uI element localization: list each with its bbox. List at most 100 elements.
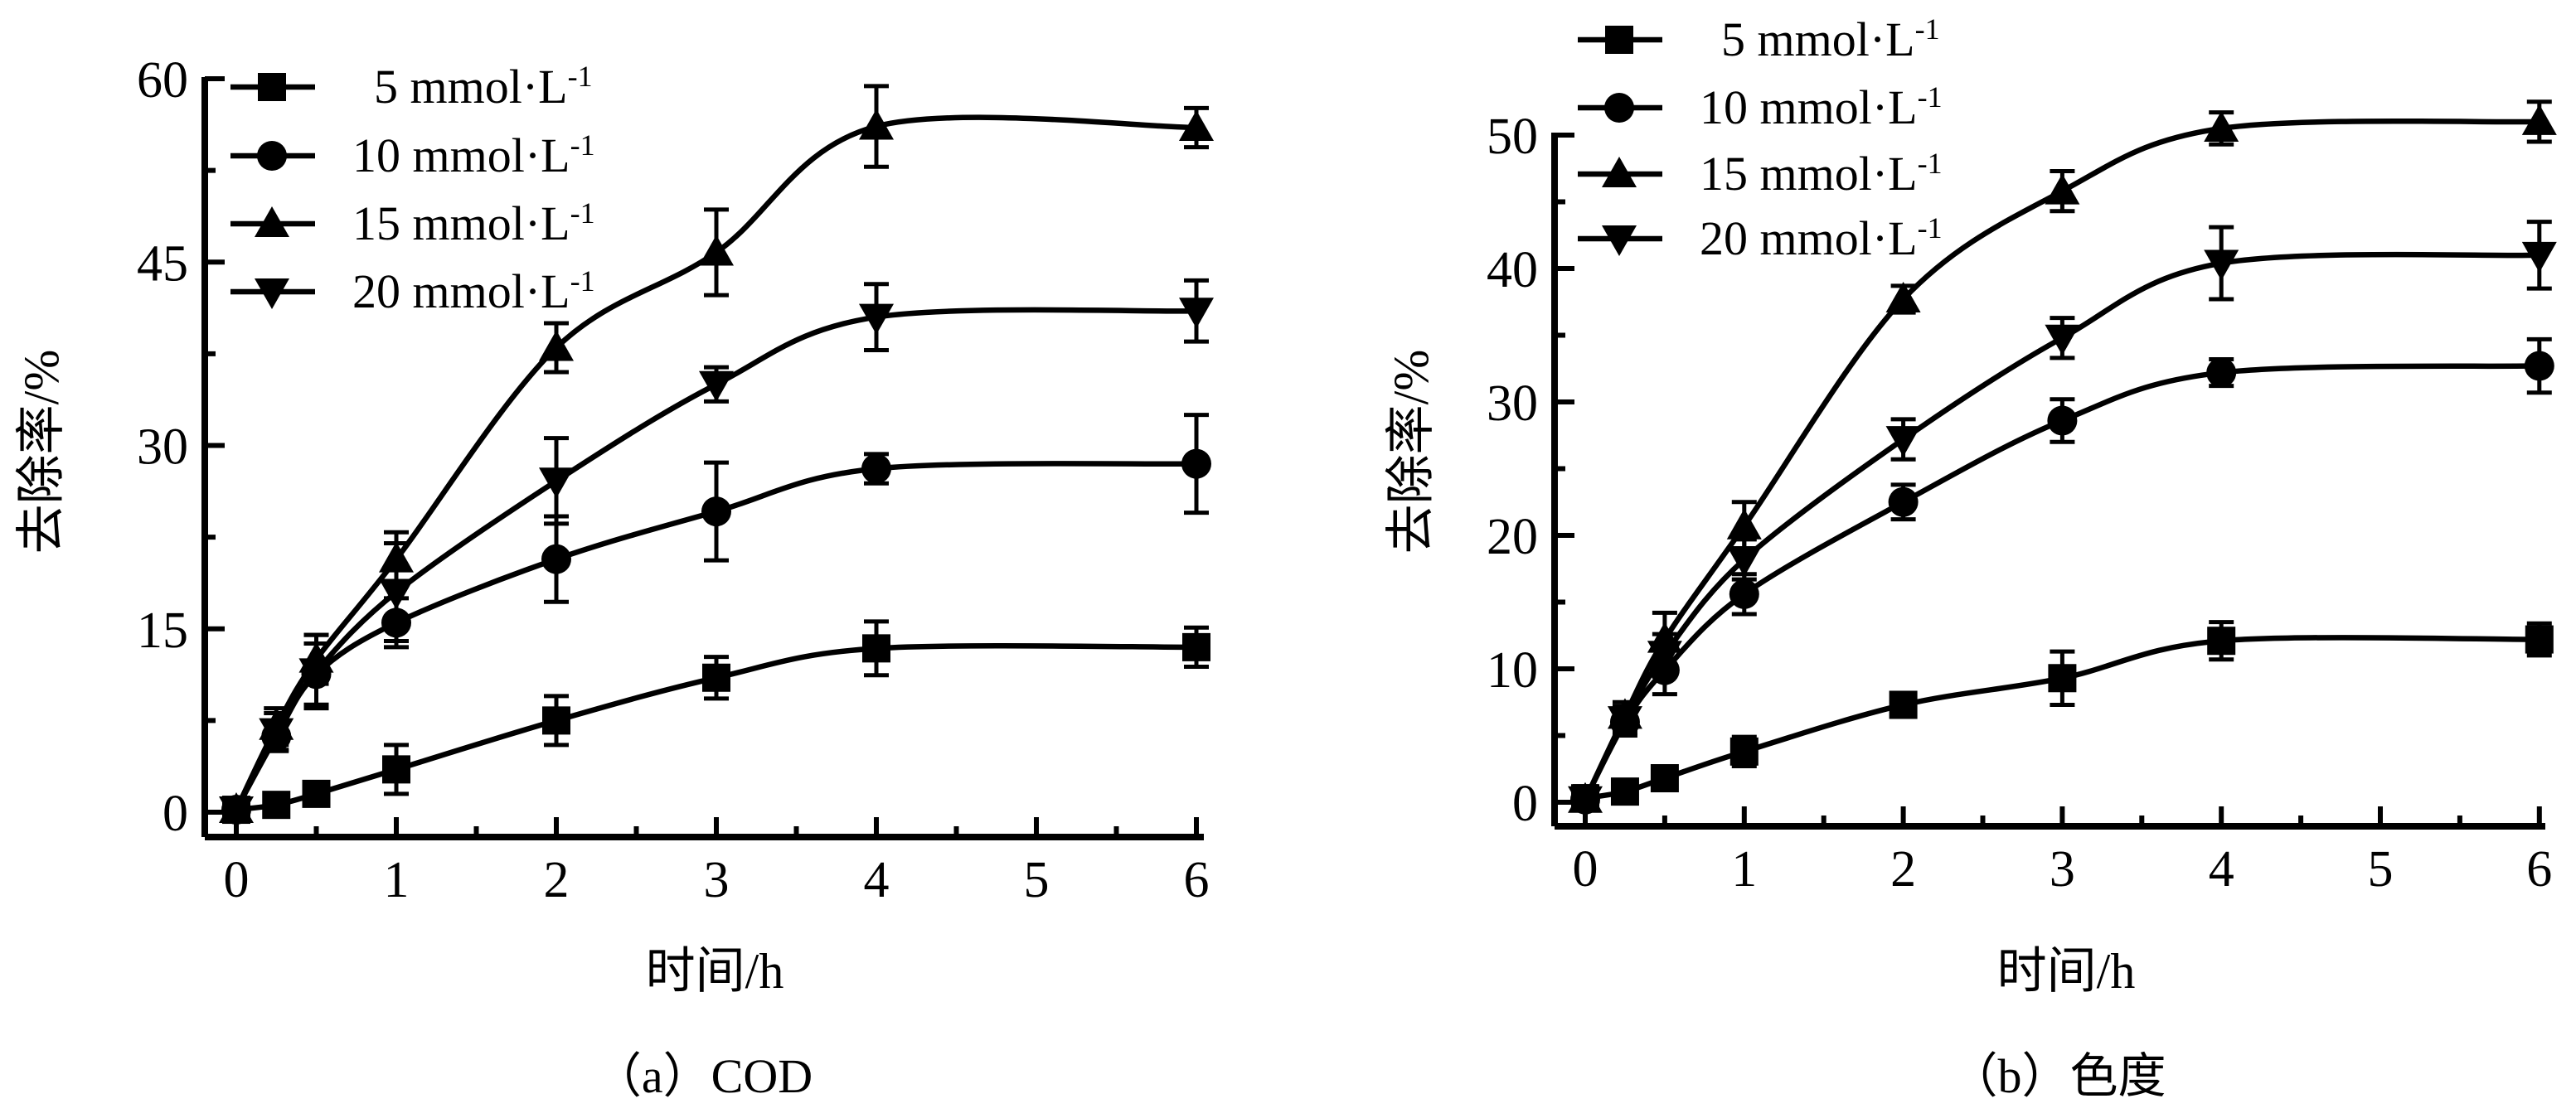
x-tick-label: 3 bbox=[2050, 841, 2075, 898]
x-tick-label: 4 bbox=[864, 852, 890, 908]
panel-caption: （b）色度 bbox=[1949, 1049, 2166, 1103]
marker-square-icon bbox=[302, 779, 331, 808]
marker-square-icon bbox=[1729, 737, 1759, 766]
legend-item: 5 mmol·L-1 bbox=[1578, 12, 1940, 66]
marker-triangle-down-icon bbox=[2521, 241, 2557, 273]
marker-triangle-down-icon bbox=[259, 718, 294, 749]
marker-triangle-up-icon bbox=[2045, 173, 2080, 205]
series-15-mmol·L⁻¹ bbox=[219, 84, 1214, 824]
series-5-mmol·L⁻¹ bbox=[222, 619, 1210, 825]
legend-label: 15 mmol·L-1 bbox=[352, 196, 595, 250]
marker-triangle-down-icon bbox=[1602, 225, 1637, 256]
marker-triangle-down-icon bbox=[2045, 324, 2080, 356]
marker-triangle-down-icon bbox=[219, 796, 254, 828]
x-tick-label: 1 bbox=[1731, 841, 1757, 898]
marker-triangle-down-icon bbox=[699, 370, 734, 402]
x-tick-label: 5 bbox=[1024, 852, 1050, 908]
marker-triangle-up-icon bbox=[539, 330, 574, 361]
series-20-mmol·L⁻¹ bbox=[219, 278, 1214, 828]
marker-square-icon bbox=[1889, 690, 1918, 719]
y-tick-label: 0 bbox=[163, 786, 188, 842]
marker-triangle-up-icon bbox=[255, 206, 289, 237]
marker-square-icon bbox=[702, 663, 730, 692]
marker-triangle-down-icon bbox=[1568, 786, 1603, 817]
marker-triangle-up-icon bbox=[1179, 110, 1214, 141]
marker-triangle-down-icon bbox=[1647, 641, 1682, 672]
marker-triangle-up-icon bbox=[2204, 110, 2239, 142]
legend-label: 15 mmol·L-1 bbox=[1700, 147, 1943, 201]
marker-square-icon bbox=[1605, 26, 1633, 54]
marker-circle-icon bbox=[1181, 448, 1211, 479]
legend: 5 mmol·L-1 10 mmol·L-1 15 mmol·L-1 20 mmol·… bbox=[230, 60, 595, 318]
marker-square-icon bbox=[862, 634, 890, 663]
series-10-mmol·L⁻¹ bbox=[1570, 336, 2554, 815]
y-axis-label: 去除率/% bbox=[1384, 350, 1438, 554]
marker-circle-icon bbox=[1888, 486, 1919, 517]
y-tick-label: 15 bbox=[137, 603, 188, 659]
marker-square-icon bbox=[382, 755, 410, 784]
marker-square-icon bbox=[2525, 625, 2554, 654]
x-tick-label: 3 bbox=[704, 852, 730, 908]
marker-triangle-up-icon bbox=[699, 235, 734, 266]
legend-label: 5 mmol·L-1 bbox=[1721, 12, 1940, 66]
panel-caption: （a）COD bbox=[594, 1049, 813, 1103]
series-curve bbox=[1583, 118, 2540, 801]
legend-item: 20 mmol·L-1 bbox=[230, 264, 595, 318]
legend-label: 20 mmol·L-1 bbox=[352, 264, 595, 318]
marker-circle-icon bbox=[1604, 93, 1634, 123]
legend: 5 mmol·L-1 10 mmol·L-1 15 mmol·L-1 20 mmol·… bbox=[1578, 12, 1943, 265]
series-5-mmol·L⁻¹ bbox=[1571, 620, 2554, 813]
legend-item: 20 mmol·L-1 bbox=[1578, 211, 1943, 265]
chart-panel-b: 0 10 20 30 40 50 0 1 2 3 4 5 6 去除率/% 时间/h （b）色度 5 mmol·L… bbox=[1384, 12, 2557, 1103]
marker-circle-icon bbox=[2206, 357, 2237, 388]
x-tick-label: 6 bbox=[1184, 852, 1210, 908]
marker-triangle-up-icon bbox=[859, 109, 894, 140]
marker-triangle-down-icon bbox=[1179, 298, 1214, 329]
marker-triangle-down-icon bbox=[255, 278, 289, 309]
marker-circle-icon bbox=[257, 141, 287, 171]
marker-triangle-down-icon bbox=[539, 467, 574, 499]
x-axis-label: 时间/h bbox=[646, 944, 784, 999]
series-20-mmol·L⁻¹ bbox=[1568, 220, 2557, 817]
x-tick-label: 0 bbox=[224, 852, 250, 908]
y-tick-label: 10 bbox=[1487, 642, 1538, 699]
marker-triangle-down-icon bbox=[859, 303, 894, 335]
marker-triangle-down-icon bbox=[379, 578, 414, 610]
legend-item: 10 mmol·L-1 bbox=[230, 128, 595, 182]
marker-square-icon bbox=[1182, 632, 1210, 661]
marker-triangle-down-icon bbox=[1607, 706, 1642, 738]
legend-label: 20 mmol·L-1 bbox=[1700, 211, 1943, 265]
legend-label: 10 mmol·L-1 bbox=[1700, 80, 1943, 134]
legend-label: 10 mmol·L-1 bbox=[352, 128, 595, 182]
x-tick-label: 5 bbox=[2368, 841, 2394, 898]
legend-item: 5 mmol·L-1 bbox=[230, 60, 593, 114]
marker-square-icon bbox=[1650, 764, 1679, 793]
marker-triangle-down-icon bbox=[1885, 426, 1921, 457]
marker-circle-icon bbox=[2047, 405, 2078, 436]
marker-square-icon bbox=[542, 706, 570, 735]
legend-item: 15 mmol·L-1 bbox=[230, 196, 595, 250]
x-tick-label: 4 bbox=[2209, 841, 2234, 898]
x-axis-label: 时间/h bbox=[1997, 944, 2136, 999]
marker-triangle-down-icon bbox=[298, 658, 334, 690]
marker-triangle-up-icon bbox=[1885, 282, 1921, 313]
y-tick-label: 0 bbox=[1512, 776, 1538, 832]
y-tick-label: 60 bbox=[137, 52, 188, 109]
marker-triangle-up-icon bbox=[1726, 508, 1762, 540]
marker-circle-icon bbox=[2524, 351, 2554, 381]
marker-triangle-down-icon bbox=[2204, 249, 2239, 281]
marker-triangle-up-icon bbox=[2521, 104, 2557, 135]
marker-circle-icon bbox=[1729, 578, 1759, 609]
y-tick-label: 20 bbox=[1487, 509, 1538, 565]
y-tick-label: 30 bbox=[1487, 375, 1538, 432]
series-10-mmol·L⁻¹ bbox=[221, 413, 1211, 825]
x-tick-label: 6 bbox=[2526, 841, 2552, 898]
x-tick-label: 0 bbox=[1573, 841, 1598, 898]
marker-circle-icon bbox=[701, 496, 731, 527]
x-tick-label: 2 bbox=[1890, 841, 1916, 898]
legend-item: 10 mmol·L-1 bbox=[1578, 80, 1943, 134]
y-tick-label: 40 bbox=[1487, 242, 1538, 298]
marker-triangle-down-icon bbox=[1726, 545, 1762, 577]
